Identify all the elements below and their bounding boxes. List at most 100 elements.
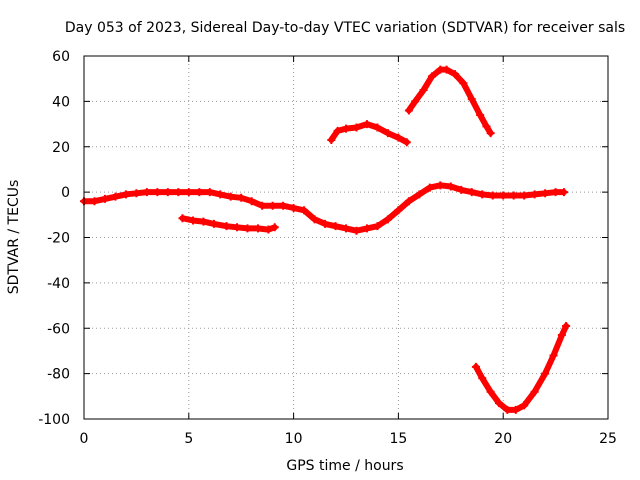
data-point	[457, 185, 466, 194]
data-point	[482, 122, 491, 131]
data-points	[80, 65, 571, 414]
data-point	[373, 123, 382, 132]
data-point	[442, 65, 451, 74]
y-tick-label: -40	[47, 276, 70, 292]
data-point	[233, 223, 242, 232]
y-tick-label: -20	[47, 231, 70, 247]
data-point	[427, 72, 436, 81]
y-tick-label: 20	[52, 140, 70, 156]
data-point	[237, 193, 246, 202]
y-tick-label: -100	[38, 412, 70, 428]
data-point	[205, 188, 214, 197]
data-point	[557, 331, 566, 340]
y-tick-label: -80	[47, 367, 70, 383]
data-point	[270, 223, 279, 232]
data-point	[503, 405, 512, 414]
data-point	[226, 192, 235, 201]
data-point	[419, 86, 428, 95]
data-point	[111, 192, 120, 201]
data-point	[333, 126, 342, 135]
data-point	[509, 191, 518, 200]
data-point	[530, 190, 539, 199]
x-tick-label: 10	[285, 431, 303, 447]
data-point	[327, 135, 336, 144]
data-point	[199, 217, 208, 226]
data-point	[243, 224, 252, 233]
data-point	[188, 216, 197, 225]
data-point	[562, 321, 571, 330]
data-point	[478, 374, 487, 383]
data-point	[342, 224, 350, 233]
data-point	[383, 215, 392, 224]
data-point	[471, 362, 480, 371]
data-point	[549, 351, 558, 360]
data-point	[488, 191, 497, 200]
data-point	[394, 133, 403, 142]
data-point	[520, 401, 529, 410]
y-axis-label: SDTVAR / TECUs	[6, 180, 22, 295]
plot-frame	[83, 55, 609, 420]
data-point	[459, 79, 468, 88]
x-tick-label: 15	[389, 431, 407, 447]
data-point	[247, 197, 256, 206]
data-point	[383, 129, 392, 138]
data-point	[178, 214, 187, 223]
data-point	[425, 183, 434, 192]
series-track-arc-trough	[473, 323, 570, 413]
data-point	[478, 190, 487, 199]
data-point	[321, 219, 330, 228]
data-point	[511, 405, 520, 414]
data-point	[404, 197, 413, 206]
data-point	[100, 194, 109, 203]
data-point	[121, 190, 130, 199]
data-point	[222, 222, 231, 231]
data-point	[436, 181, 445, 190]
data-point	[258, 201, 267, 210]
data-point	[486, 129, 495, 138]
tick-labels: 0 5 10 15 20 25 -100 -80 -60 -40 -20 0 20 40 60	[38, 49, 617, 447]
data-point	[331, 222, 340, 231]
x-tick-label: 25	[599, 431, 617, 447]
data-point	[268, 201, 277, 210]
data-point	[289, 204, 298, 213]
data-point	[132, 189, 141, 198]
data-point	[476, 110, 485, 119]
y-tick-label: -60	[47, 321, 70, 337]
data-point	[216, 190, 225, 199]
data-point	[530, 387, 539, 396]
data-point	[362, 120, 371, 129]
x-tick-label: 0	[80, 431, 89, 447]
data-point	[373, 222, 382, 231]
x-tick-label: 20	[494, 431, 512, 447]
data-point	[310, 215, 319, 224]
data-point	[352, 226, 361, 235]
data-point	[253, 224, 262, 233]
series-track-arc-peak	[405, 66, 494, 137]
data-point	[352, 123, 361, 132]
series-track-arc-low	[179, 215, 278, 233]
data-point	[520, 191, 529, 200]
data-point	[404, 106, 413, 115]
data-point	[559, 188, 568, 197]
data-point	[499, 191, 508, 200]
data-point	[362, 224, 371, 233]
data-point	[411, 97, 420, 106]
x-axis-label: GPS time / hours	[286, 458, 403, 474]
data-point	[450, 70, 459, 79]
data-point	[300, 206, 309, 215]
data-point	[153, 188, 162, 197]
data-point	[90, 197, 99, 206]
chart-title: Day 053 of 2023, Sidereal Day-to-day VTE…	[65, 20, 625, 36]
data-point	[264, 225, 273, 234]
data-point	[495, 399, 504, 408]
data-point	[541, 189, 550, 198]
data-point	[342, 124, 350, 133]
data-point	[195, 188, 204, 197]
data-point	[541, 369, 550, 378]
y-tick-label: 0	[61, 185, 70, 201]
data-point	[415, 190, 424, 199]
data-point	[209, 219, 218, 228]
data-point	[394, 206, 403, 215]
data-point	[184, 188, 193, 197]
